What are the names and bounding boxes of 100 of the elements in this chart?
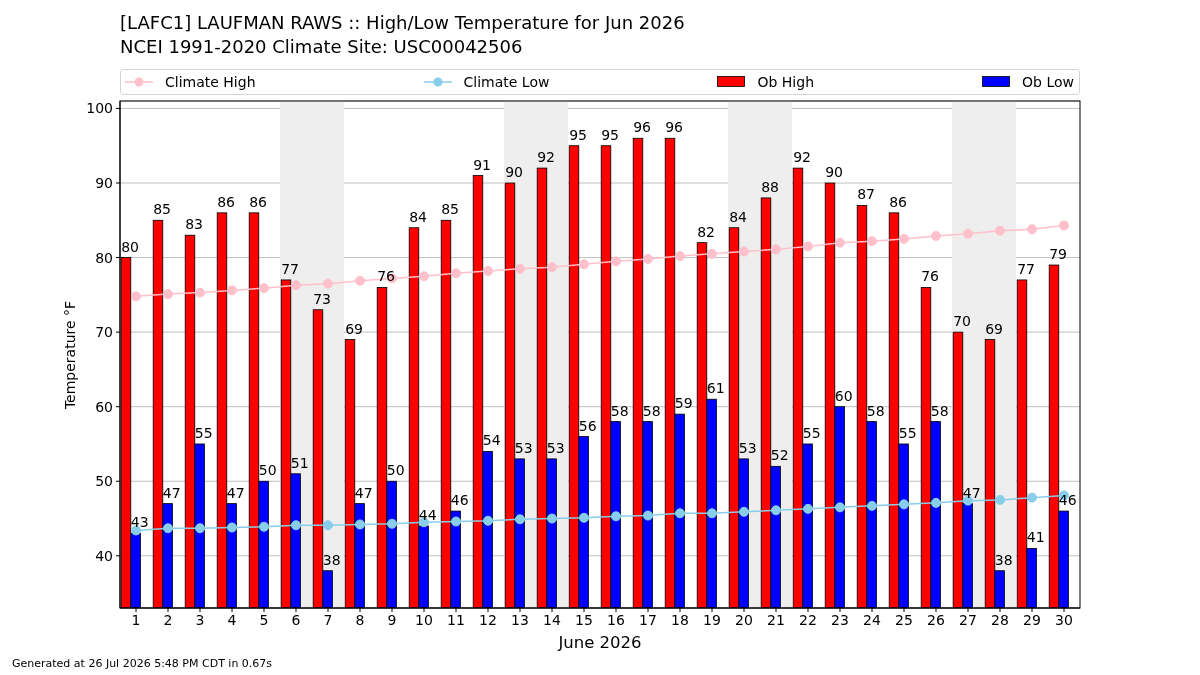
data-label: 79 [1049,246,1068,263]
data-label: 58 [930,402,949,419]
data-label: 92 [793,149,812,166]
x-tick-label: 15 [575,611,593,628]
y-tick-label: 80 [95,249,113,266]
point [803,241,813,252]
data-label: 95 [569,126,588,143]
data-label: 80 [121,238,140,255]
data-label: 91 [473,156,492,173]
data-label: 90 [825,164,844,181]
text: Generated at 26 Jul 2026 5:48 PM CDT in 0.67s [12,657,273,671]
x-tick-label: 14 [543,611,561,628]
point [323,278,333,289]
data-label: 76 [921,268,940,285]
data-label: 86 [249,193,268,210]
x-tick-label: 11 [447,611,465,628]
point [227,285,237,296]
y-tick-label: 40 [95,547,113,564]
y-tick-label: 70 [95,324,113,341]
point [739,506,749,517]
x-tick-label: 28 [991,611,1009,628]
data-label: 38 [322,551,341,568]
point [355,519,365,530]
data-label: 55 [194,424,213,441]
x-tick-label: 9 [387,611,397,628]
data-label: 96 [633,119,652,136]
point [835,237,845,248]
data-label: 69 [345,320,364,337]
data-label: 60 [834,387,853,404]
data-label: 96 [665,119,684,136]
data-label: 50 [258,462,277,479]
point [355,275,365,286]
data-label: 55 [802,424,821,441]
x-tick-label: 16 [607,611,625,628]
data-label: 77 [281,260,300,277]
point [515,514,525,525]
data-label: 46 [1058,492,1077,509]
y-tick-label: 50 [95,473,113,490]
data-label: 83 [185,216,204,233]
point [419,271,429,282]
point [867,236,877,247]
chart-subtitle: NCEI 1991-2020 Climate Site: USC00042506 [120,36,523,58]
point [995,494,1005,505]
data-label: 53 [546,439,565,456]
x-axis-title: June 2026 [556,633,643,653]
point [163,523,173,534]
data-label: 43 [130,514,149,531]
point [547,513,557,524]
point [227,522,237,533]
point [195,523,205,534]
data-label: 59 [674,395,693,412]
point [291,520,301,531]
x-tick-label: 22 [799,611,817,628]
point [899,233,909,244]
x-tick-label: 13 [511,611,529,628]
data-label: 86 [889,193,908,210]
point [963,228,973,239]
data-label: 76 [377,268,396,285]
x-tick-label: 25 [895,611,913,628]
data-label: 53 [738,439,757,456]
point [291,280,301,291]
x-tick-label: 3 [195,611,205,628]
point [867,500,877,511]
point [707,248,717,259]
point [771,505,781,516]
data-label: 47 [162,484,181,501]
point [899,499,909,510]
point [675,508,685,519]
point [579,259,589,270]
point [483,265,493,276]
legend-label: Ob Low [1022,74,1074,90]
x-tick-label: 19 [703,611,721,628]
point [931,497,941,508]
data-label: 77 [1017,260,1036,277]
x-tick-label: 17 [639,611,657,628]
data-label: 88 [761,178,780,195]
point [771,244,781,255]
point [611,511,621,522]
point [739,246,749,257]
data-label: 47 [962,484,981,501]
x-tick-label: 26 [927,611,945,628]
data-label: 53 [514,439,533,456]
data-label: 41 [1026,529,1045,546]
y-tick-label: 90 [95,174,113,191]
data-label: 58 [610,402,629,419]
data-label: 55 [898,424,917,441]
data-label: 58 [642,402,661,419]
x-tick-label: 30 [1055,611,1073,628]
point [835,502,845,513]
point [931,230,941,241]
data-label: 47 [226,484,245,501]
y-axis-title: Temperature °F [61,300,79,409]
point [1027,224,1037,235]
point [163,289,173,300]
y-tick-label: 60 [95,398,113,415]
x-tick-label: 21 [767,611,785,628]
data-label: 47 [354,484,373,501]
data-label: 69 [985,320,1004,337]
x-tick-label: 2 [163,611,173,628]
x-tick-label: 27 [959,611,977,628]
